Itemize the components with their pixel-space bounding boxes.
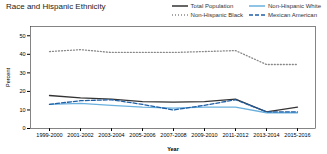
html-text:Total Population: Total Population xyxy=(190,3,234,9)
html-text:Race and Hispanic Ethnicity: Race and Hispanic Ethnicity xyxy=(6,2,106,11)
svg-text:40: 40 xyxy=(19,51,25,57)
svg-text:1999-2000: 1999-2000 xyxy=(36,132,62,138)
svg-text:2007-2008: 2007-2008 xyxy=(160,132,186,138)
svg-text:2003-2004: 2003-2004 xyxy=(98,132,124,138)
html-text:Non-Hispanic Black: Non-Hispanic Black xyxy=(190,12,243,18)
svg-text:2011-2012: 2011-2012 xyxy=(223,132,249,138)
svg-text:30: 30 xyxy=(19,70,25,76)
svg-text:Year: Year xyxy=(167,146,179,152)
svg-text:20: 20 xyxy=(19,88,25,94)
svg-text:2001-2002: 2001-2002 xyxy=(67,132,93,138)
html-text:Non-Hispanic White: Non-Hispanic White xyxy=(268,3,321,9)
svg-text:2009-2010: 2009-2010 xyxy=(191,132,217,138)
svg-text:10: 10 xyxy=(19,107,25,113)
svg-text:0: 0 xyxy=(22,125,25,131)
html-text:Mexican American: Mexican American xyxy=(268,12,317,18)
svg-text:2005-2006: 2005-2006 xyxy=(129,132,155,138)
svg-text:Percent: Percent xyxy=(5,68,11,87)
svg-text:2013-2014: 2013-2014 xyxy=(253,132,279,138)
svg-text:2015-2016: 2015-2016 xyxy=(284,132,310,138)
svg-text:50: 50 xyxy=(19,33,25,39)
